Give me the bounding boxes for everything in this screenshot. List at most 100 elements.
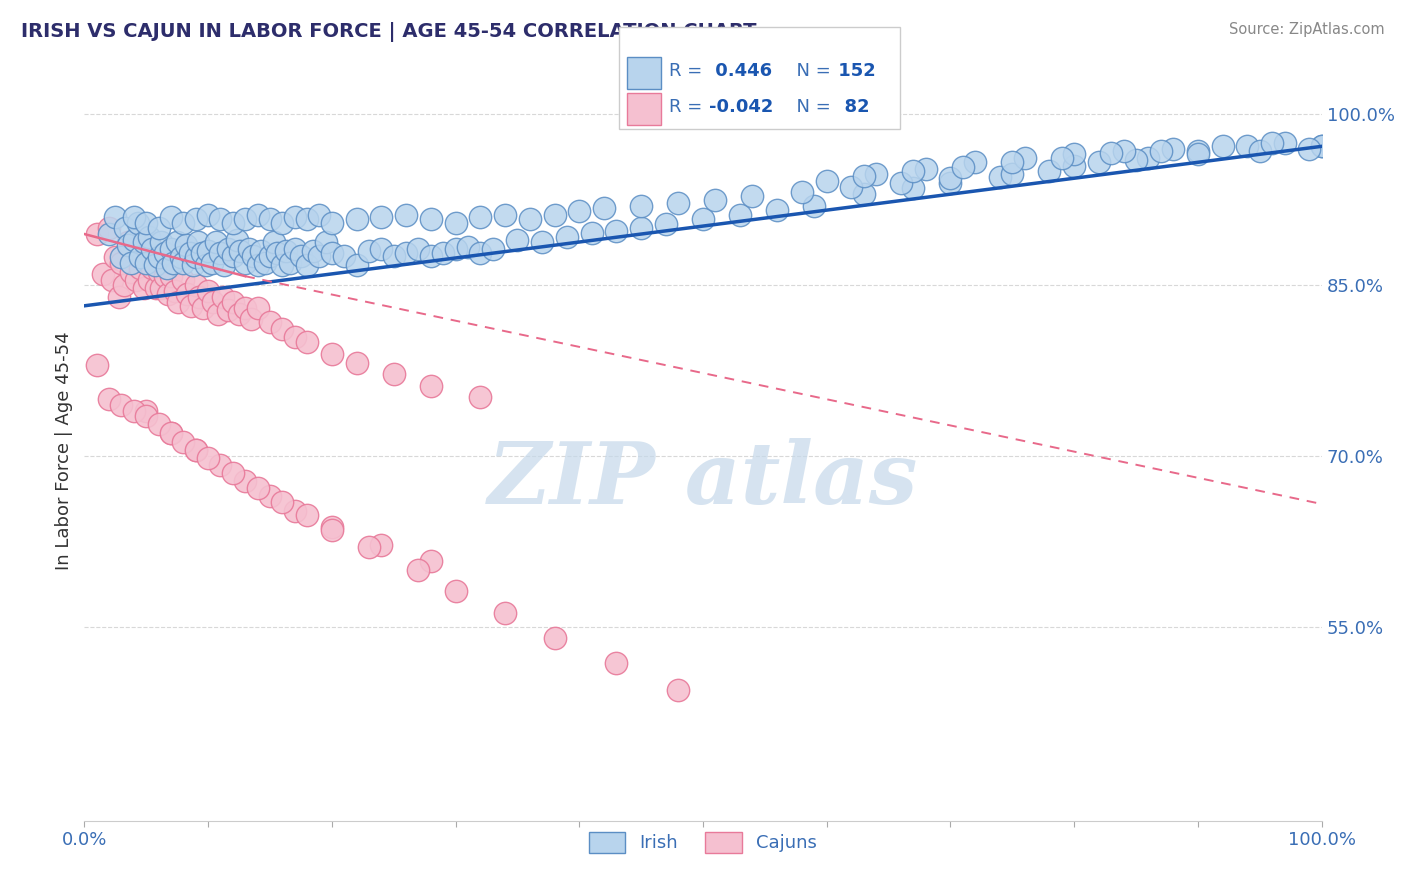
Point (1063, 159, 1085, 173)
Point (163, 284, 186, 298)
Point (212, 258, 235, 272)
Point (228, 307, 250, 321)
Point (444, 242, 467, 256)
Point (209, 458, 232, 473)
Point (903, 164, 925, 178)
Point (914, 162, 936, 177)
Point (162, 255, 184, 269)
Point (519, 212, 541, 227)
Point (555, 230, 578, 244)
Point (117, 235, 139, 249)
Point (150, 280, 173, 294)
Point (419, 212, 441, 227)
Point (104, 250, 127, 264)
Point (167, 295, 190, 310)
Point (408, 563, 430, 577)
Point (357, 541, 380, 555)
Text: N =: N = (785, 98, 837, 116)
Point (666, 682, 689, 697)
Point (246, 481, 269, 495)
Point (988, 170, 1011, 185)
Point (98, 221, 121, 235)
Point (120, 255, 142, 269)
Text: IRISH VS CAJUN IN LABOR FORCE | AGE 45-54 CORRELATION CHART: IRISH VS CAJUN IN LABOR FORCE | AGE 45-5… (21, 22, 756, 42)
Point (321, 346, 343, 360)
Point (952, 160, 974, 174)
Point (204, 235, 226, 249)
Point (395, 208, 418, 222)
Point (1050, 151, 1073, 165)
Point (86, 358, 108, 372)
Point (284, 329, 307, 343)
Point (246, 301, 269, 315)
Legend: Irish, Cajuns: Irish, Cajuns (582, 824, 824, 860)
Point (191, 246, 214, 260)
Text: N =: N = (785, 62, 837, 80)
Point (259, 315, 281, 329)
Point (965, 155, 987, 169)
Point (890, 176, 912, 190)
Point (370, 242, 392, 256)
Point (630, 221, 652, 235)
Point (174, 238, 197, 252)
Point (395, 246, 418, 260)
Point (160, 426, 183, 441)
Point (803, 198, 825, 212)
Point (209, 246, 232, 260)
Point (110, 250, 132, 264)
Point (184, 443, 207, 458)
Point (766, 203, 789, 218)
Point (157, 287, 180, 301)
Point (197, 284, 219, 298)
Text: R =: R = (669, 98, 709, 116)
Point (135, 255, 157, 269)
Point (419, 249, 441, 263)
Point (98, 227, 121, 241)
Point (160, 210, 183, 224)
Point (295, 335, 318, 350)
Point (1137, 151, 1160, 165)
Point (212, 290, 235, 304)
Point (188, 290, 211, 304)
Point (457, 239, 479, 253)
Point (242, 249, 264, 263)
Point (100, 272, 122, 286)
Point (333, 249, 356, 263)
Point (120, 265, 142, 279)
Point (1014, 151, 1036, 165)
Point (543, 632, 565, 646)
Point (153, 246, 176, 260)
Point (1088, 155, 1111, 169)
Point (1125, 153, 1147, 167)
Point (1161, 142, 1184, 156)
Point (150, 235, 173, 249)
Point (114, 221, 136, 235)
Point (141, 242, 163, 256)
Point (506, 233, 529, 247)
Point (148, 265, 170, 279)
Point (98, 392, 121, 407)
Point (184, 250, 207, 264)
Text: R =: R = (669, 62, 709, 80)
Point (852, 187, 875, 202)
Point (127, 216, 149, 230)
Point (692, 212, 714, 227)
Point (132, 235, 155, 249)
Point (217, 303, 239, 318)
Point (271, 258, 294, 272)
Point (197, 208, 219, 222)
Point (135, 409, 157, 424)
Point (605, 224, 627, 238)
Point (1212, 139, 1234, 153)
Point (122, 210, 145, 224)
Point (201, 255, 224, 269)
Point (138, 272, 160, 286)
Point (91, 267, 114, 281)
Point (148, 250, 170, 264)
Point (179, 246, 201, 260)
Point (543, 208, 565, 222)
Text: ZIP atlas: ZIP atlas (488, 438, 918, 522)
Point (295, 258, 318, 272)
Point (222, 216, 245, 230)
Point (233, 212, 256, 227)
